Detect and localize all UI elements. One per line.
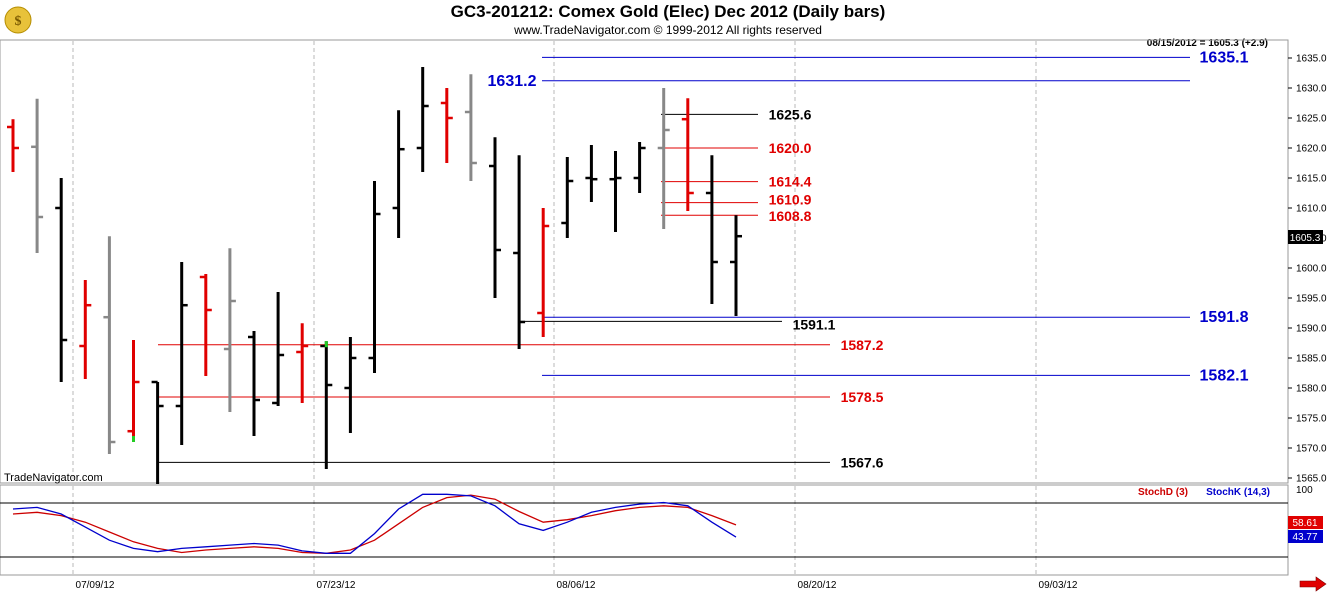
level-label: 1567.6 — [841, 454, 884, 470]
stochd-value: 58.61 — [1292, 518, 1317, 529]
y-tick-label: 1580.0 — [1296, 384, 1327, 395]
level-label: 1591.8 — [1200, 309, 1249, 326]
y-tick-label: 1635.0 — [1296, 54, 1327, 65]
y-tick-label: 1595.0 — [1296, 294, 1327, 305]
price-plot-frame — [0, 39, 1289, 484]
y-tick-label: 1625.0 — [1296, 114, 1327, 125]
level-label: 1631.2 — [488, 73, 537, 90]
chart-title: GC3-201212: Comex Gold (Elec) Dec 2012 (… — [451, 2, 886, 21]
y-tick-label: 1630.0 — [1296, 84, 1327, 95]
vertical-gridlines — [72, 41, 1037, 574]
watermark-text: TradeNavigator.com — [4, 472, 103, 484]
level-label: 1635.1 — [1200, 49, 1249, 66]
y-tick-label: 1585.0 — [1296, 354, 1327, 365]
stochk-badge — [1288, 530, 1323, 543]
stochd-line — [12, 494, 737, 554]
x-tick-label: 08/20/12 — [798, 580, 837, 591]
scroll-right-arrow-icon[interactable] — [1298, 576, 1328, 592]
stochk-line — [12, 493, 737, 554]
current-price-label: 1605.3 — [1290, 233, 1321, 244]
ohlc-bars — [7, 67, 742, 484]
x-tick-label: 08/06/12 — [557, 580, 596, 591]
level-label: 1578.5 — [841, 389, 884, 405]
y-tick-label: 1600.0 — [1296, 264, 1327, 275]
x-tick-label: 07/09/12 — [76, 580, 115, 591]
price-levels: 1635.1 1631.2 1625.6 1620.0 1614.4 1610.91608… — [158, 49, 1249, 470]
y-tick-label: 1570.0 — [1296, 444, 1327, 455]
stochd-legend: StochD (3) — [1138, 487, 1188, 498]
y-tick-label: 1590.0 — [1296, 324, 1327, 335]
y-tick-label: 1615.0 — [1296, 174, 1327, 185]
level-label: 1608.8 — [769, 208, 812, 224]
x-tick-label: 07/23/12 — [317, 580, 356, 591]
oscillator-top-label: 100 — [1296, 485, 1313, 496]
y-tick-label: 1610.0 — [1296, 204, 1327, 215]
price-axis: 1565.0 1570.0 1575.0 1580.0 1585.0 1590.0 1595… — [1288, 54, 1327, 485]
stochk-value: 43.77 — [1292, 532, 1317, 543]
app-logo: $ — [4, 6, 32, 34]
y-tick-label: 1620.0 — [1296, 144, 1327, 155]
date-axis: 07/09/12 07/23/12 08/06/12 08/20/12 09/03/12 — [76, 580, 1078, 591]
y-tick-label: 1575.0 — [1296, 414, 1327, 425]
level-label: 1610.9 — [769, 192, 812, 208]
stochk-legend: StochK (14,3) — [1206, 487, 1270, 498]
level-label: 1591.1 — [793, 316, 836, 332]
current-price-badge — [1288, 230, 1323, 244]
stochastic-lines — [12, 493, 737, 554]
level-label: 1620.0 — [769, 140, 812, 156]
level-label: 1625.6 — [769, 106, 812, 122]
x-tick-label: 09/03/12 — [1039, 580, 1078, 591]
level-label: 1614.4 — [769, 174, 812, 190]
last-quote-text: 08/15/2012 = 1605.3 (+2.9) — [1147, 38, 1268, 49]
svg-text:$: $ — [15, 14, 22, 29]
copyright-text: www.TradeNavigator.com © 1999-2012 All r… — [513, 23, 822, 37]
y-tick-label: 1565.0 — [1296, 474, 1327, 485]
level-label: 1587.2 — [841, 337, 884, 353]
stochd-badge — [1288, 516, 1323, 529]
level-label: 1582.1 — [1200, 367, 1249, 384]
